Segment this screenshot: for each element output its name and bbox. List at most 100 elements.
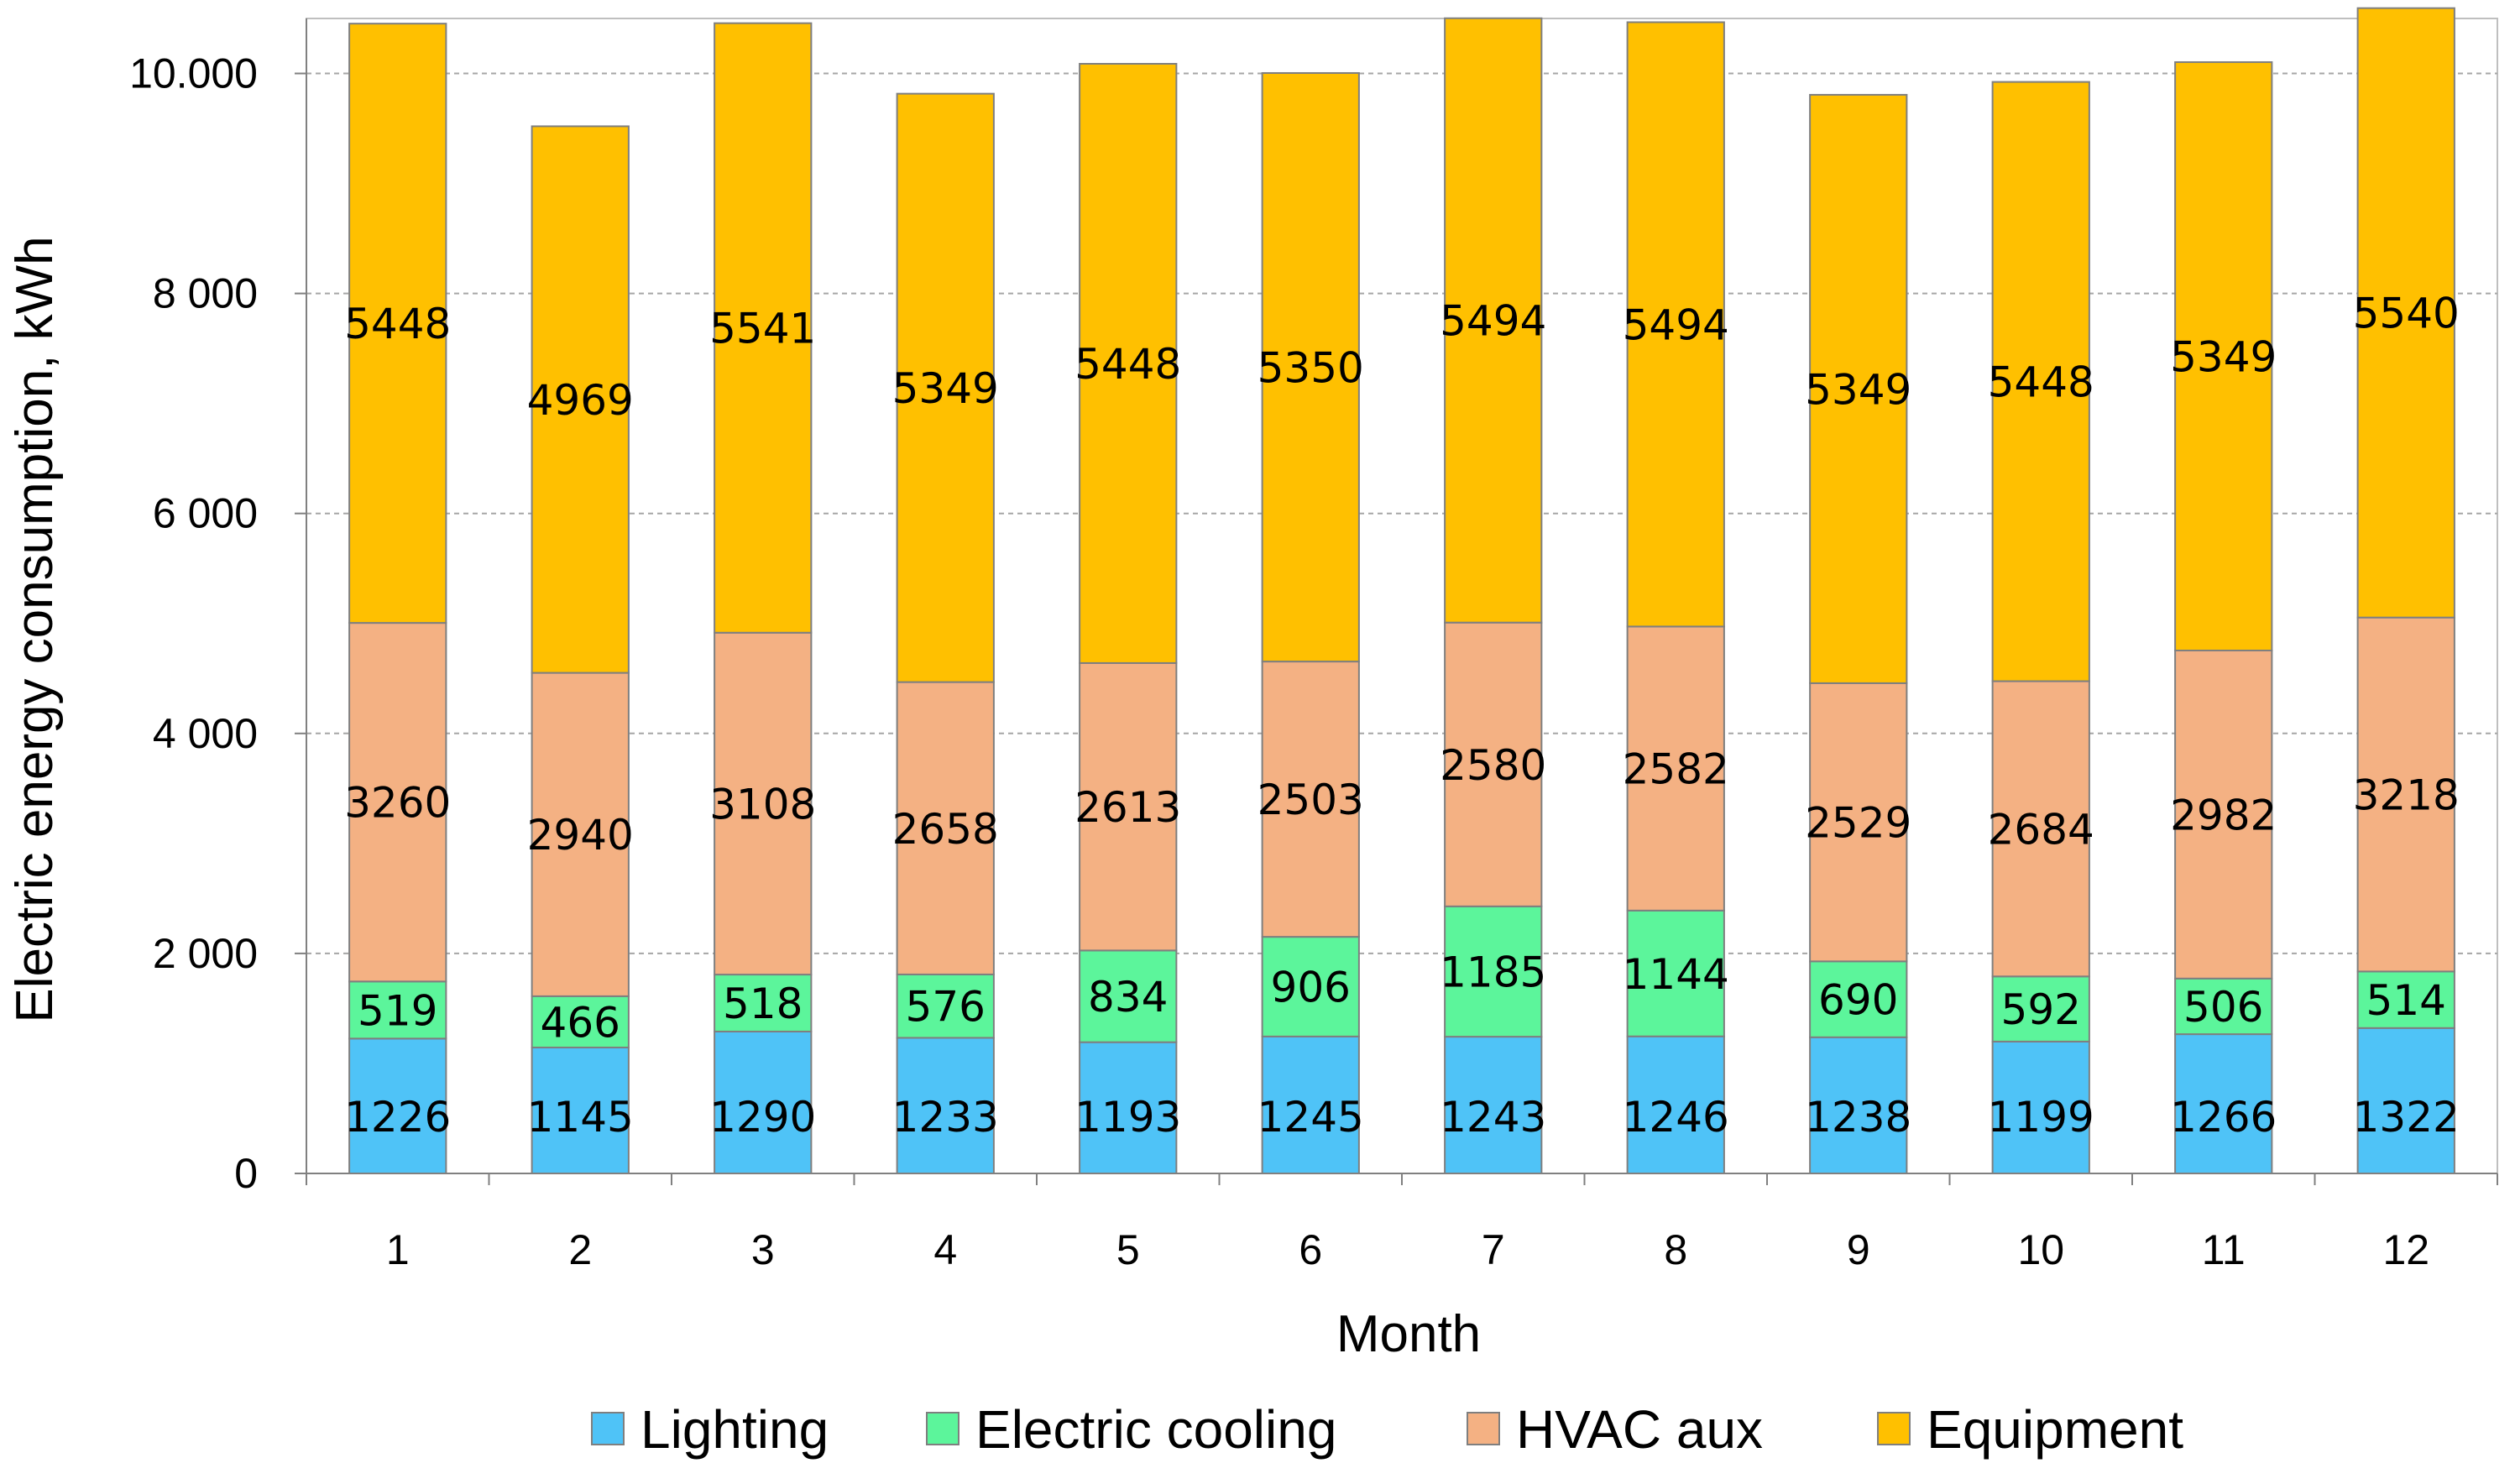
data-labels: 1226 519 3260 5448 1145 466 2940 4969 1290 518 310… xyxy=(344,290,2460,1142)
data-label: 2580 xyxy=(1440,741,1546,790)
y-tick-label: 6 000 xyxy=(153,490,258,537)
data-label: 2529 xyxy=(1805,799,1911,848)
bar-segment-equipment xyxy=(1991,81,2090,682)
bar-segment-electric-cooling xyxy=(1079,949,1178,1043)
bar-segment-lighting xyxy=(1261,1035,1360,1174)
data-label: 2684 xyxy=(1988,805,2094,854)
data-label: 1266 xyxy=(2170,1093,2277,1142)
x-tick-label: 4 xyxy=(933,1226,957,1273)
data-label: 5350 xyxy=(1258,344,1364,393)
bar-segment-equipment xyxy=(1079,62,1178,664)
y-tick-label: 8 000 xyxy=(153,270,258,317)
legend-label: HVAC aux xyxy=(1516,1399,1763,1460)
data-label: 5540 xyxy=(2353,290,2460,338)
data-label: 2582 xyxy=(1623,745,1729,794)
bar-segment-electric-cooling xyxy=(531,995,630,1048)
bar-segment-hvac-aux xyxy=(1809,682,1908,963)
bar-segment-lighting xyxy=(2174,1033,2273,1175)
bars xyxy=(348,7,2455,1175)
data-label: 690 xyxy=(1818,976,1898,1025)
data-label: 5448 xyxy=(1988,358,2094,407)
bar-segment-equipment xyxy=(531,125,630,674)
bar-segment-lighting xyxy=(1809,1036,1908,1175)
bar-segment-hvac-aux xyxy=(531,671,630,997)
data-label: 5448 xyxy=(1074,340,1181,389)
bar-segment-hvac-aux xyxy=(1261,661,1360,938)
data-label: 1145 xyxy=(527,1093,634,1142)
data-label: 2940 xyxy=(527,811,634,860)
data-label: 5494 xyxy=(1623,300,1729,349)
bar-segment-electric-cooling xyxy=(896,973,995,1039)
x-tick-label: 7 xyxy=(1482,1226,1505,1273)
bar-segment-electric-cooling xyxy=(1626,909,1725,1037)
bar-segment-hvac-aux xyxy=(1626,625,1725,912)
data-label: 1233 xyxy=(892,1093,999,1142)
bar-segment-equipment xyxy=(896,92,995,683)
data-label: 906 xyxy=(1271,963,1351,1011)
bar-segment-electric-cooling xyxy=(348,980,447,1040)
bar-segment-equipment xyxy=(2174,61,2273,651)
bar-segment-electric-cooling xyxy=(2356,970,2455,1029)
data-label: 5349 xyxy=(892,364,999,413)
data-label: 3260 xyxy=(344,779,451,828)
y-axis-title: Electric energy consumption, kWh xyxy=(6,236,64,1022)
data-label: 5494 xyxy=(1440,297,1546,346)
bar-segment-hvac-aux xyxy=(1444,621,1543,907)
x-tick-label: 2 xyxy=(568,1226,592,1273)
x-tick-label: 6 xyxy=(1299,1226,1322,1273)
bar-segment-lighting xyxy=(1626,1035,1725,1175)
data-label: 592 xyxy=(2001,985,2081,1034)
data-label: 1245 xyxy=(1258,1093,1364,1142)
bar-segment-electric-cooling xyxy=(2174,977,2273,1036)
bar-segment-hvac-aux xyxy=(1991,680,2090,978)
x-tick-label: 3 xyxy=(751,1226,775,1273)
bar-segment-hvac-aux xyxy=(714,631,813,976)
data-label: 3218 xyxy=(2353,771,2460,820)
data-label: 2982 xyxy=(2170,791,2277,839)
bar-segment-lighting xyxy=(2356,1027,2455,1174)
data-label: 3108 xyxy=(709,780,816,828)
data-label: 519 xyxy=(358,986,437,1035)
data-label: 2658 xyxy=(892,805,999,854)
bar-segment-equipment xyxy=(714,22,813,634)
legend-swatch xyxy=(1467,1412,1500,1445)
data-label: 1243 xyxy=(1440,1093,1546,1142)
legend: Lighting Electric cooling HVAC aux Equipmen… xyxy=(591,1399,2183,1460)
bar-segment-electric-cooling xyxy=(1444,905,1543,1038)
bar-segment-equipment xyxy=(1809,93,1908,684)
data-label: 1199 xyxy=(1988,1093,2094,1142)
bar-segment-electric-cooling xyxy=(1261,936,1360,1037)
x-axis-title: Month xyxy=(1336,1305,1481,1363)
bar-segment-hvac-aux xyxy=(348,622,447,983)
plot-area-frame xyxy=(306,18,2498,1174)
data-label: 5541 xyxy=(709,305,816,353)
legend-label: Electric cooling xyxy=(975,1399,1336,1460)
legend-swatch xyxy=(1877,1412,1911,1445)
legend-label: Equipment xyxy=(1927,1399,2183,1460)
data-label: 1193 xyxy=(1074,1093,1181,1142)
data-label: 1185 xyxy=(1440,948,1546,996)
data-label: 466 xyxy=(541,998,620,1047)
bar-segment-lighting xyxy=(1079,1041,1178,1174)
bar-segment-equipment xyxy=(348,23,447,624)
y-tick-label: 4 000 xyxy=(153,710,258,757)
data-label: 5349 xyxy=(1805,365,1911,414)
x-tick-label: 9 xyxy=(1847,1226,1870,1273)
data-label: 1246 xyxy=(1623,1093,1729,1142)
x-tick-label: 12 xyxy=(2382,1226,2429,1273)
y-tick-label: 2 000 xyxy=(153,930,258,977)
y-tick-label: 10.000 xyxy=(129,50,258,97)
bar-segment-hvac-aux xyxy=(896,681,995,975)
data-label: 2503 xyxy=(1258,776,1364,824)
data-label: 576 xyxy=(906,983,986,1032)
data-label: 514 xyxy=(2366,976,2446,1025)
bar-segment-equipment xyxy=(2356,7,2455,619)
data-label: 1290 xyxy=(709,1093,816,1142)
data-label: 1238 xyxy=(1805,1093,1911,1142)
data-label: 1322 xyxy=(2353,1093,2460,1142)
gridlines xyxy=(306,18,2498,1174)
bar-segment-equipment xyxy=(1626,21,1725,628)
bar-segment-lighting xyxy=(714,1030,813,1175)
legend-swatch xyxy=(591,1412,625,1445)
